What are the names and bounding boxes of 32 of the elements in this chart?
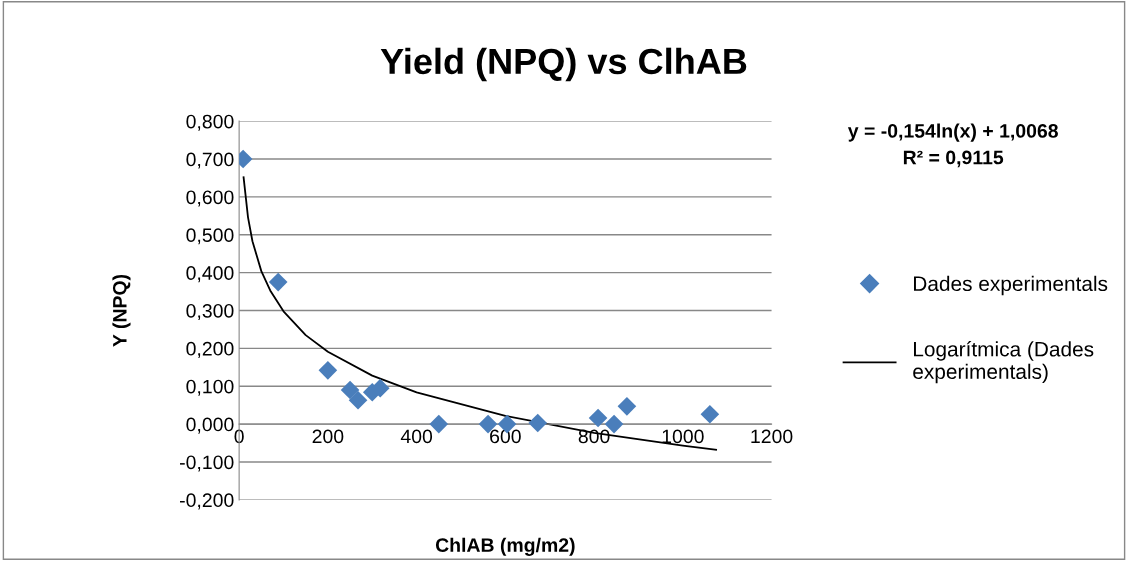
x-tick-label: 1200 [751,429,793,444]
point [348,390,368,410]
y-tick-label: 0,400 [186,266,234,283]
x-tick-label: 0 [234,429,244,444]
point [700,404,720,424]
y-axis-title: Y (NPQ) [112,274,131,347]
y-tick-label: -0,200 [180,493,234,510]
y-tick-label: 0,000 [186,417,234,434]
legend-label: Dades experimentals [914,275,1108,296]
y-tick-label: 0,200 [186,341,234,358]
y-tick-label: 0,800 [186,114,234,131]
point [268,272,288,292]
y-tick-label: 0,500 [186,228,234,245]
x-axis-title: ChlAB (mg/m2) [435,537,575,556]
y-tick-label: -0,100 [180,455,234,472]
x-tick-label: 1000 [662,429,704,444]
point [588,408,608,428]
y-tick-label: 0,600 [186,190,234,207]
chart-title: Yield (NPQ) vs ClhAB [380,47,747,82]
legend-label: Logarítmica (Dades experimentals) [913,341,1094,384]
x-tick-label: 200 [312,429,344,444]
x-tick-label: 400 [400,429,433,444]
point [318,361,338,380]
y-tick-label: 0,300 [186,303,234,321]
x-tick-label: 600 [490,429,521,444]
point [340,380,360,400]
y-tick-label: 0,100 [186,379,234,396]
point [617,397,637,416]
y-tick-label: 0,700 [186,152,234,169]
text: y = -0,154ln(x) + 1,0068 R² = 0,9115 [847,123,1058,168]
point [528,413,548,433]
line-series [242,176,717,451]
